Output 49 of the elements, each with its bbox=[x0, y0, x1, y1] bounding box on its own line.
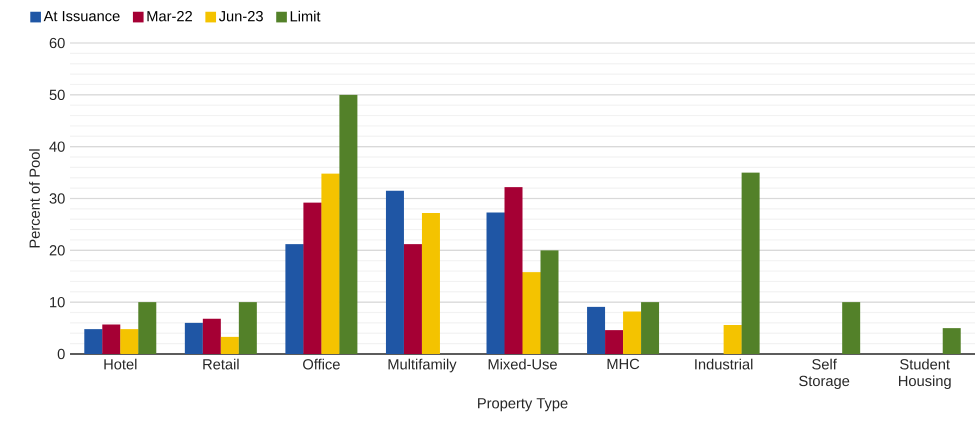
bar bbox=[842, 302, 860, 354]
x-tick-label: MHC bbox=[608, 358, 640, 370]
bar bbox=[641, 302, 660, 354]
x-tick-label: Self Storage bbox=[799, 358, 850, 390]
bar bbox=[386, 190, 404, 354]
x-tick-label: Multifamily bbox=[388, 358, 457, 372]
bar bbox=[84, 329, 102, 354]
y-tick-label: 0 bbox=[58, 348, 65, 360]
bar bbox=[285, 244, 304, 354]
bar bbox=[120, 329, 138, 354]
y-axis-title: Percent of Pool bbox=[29, 149, 40, 248]
x-axis-title: Property Type bbox=[478, 398, 568, 412]
y-tick-label: 40 bbox=[49, 141, 65, 152]
bar bbox=[138, 302, 156, 354]
x-tick-label: Student Housing bbox=[899, 358, 951, 390]
legend-label: Mar-22 bbox=[147, 10, 192, 22]
y-tick-label: 30 bbox=[50, 193, 65, 204]
x-tick-label: Office bbox=[303, 358, 340, 370]
bar bbox=[303, 202, 322, 354]
bar bbox=[540, 250, 559, 354]
bar bbox=[339, 94, 358, 354]
bar bbox=[102, 324, 120, 354]
bar bbox=[404, 244, 422, 354]
x-tick-label: Industrial bbox=[695, 358, 752, 370]
bar bbox=[522, 272, 541, 354]
legend-label: Jun-23 bbox=[218, 10, 263, 22]
bar bbox=[202, 318, 221, 354]
bar bbox=[942, 328, 961, 354]
bar bbox=[742, 172, 760, 354]
bar bbox=[605, 330, 624, 354]
y-tick-label: 10 bbox=[50, 296, 65, 308]
bar bbox=[504, 187, 523, 354]
x-tick-label: Retail bbox=[203, 358, 239, 370]
bar bbox=[321, 174, 340, 354]
bar bbox=[587, 306, 606, 354]
legend-label: Limit bbox=[290, 10, 320, 22]
x-tick-label: Hotel bbox=[104, 358, 136, 370]
bar bbox=[220, 336, 239, 354]
legend-label: At Issuance bbox=[44, 11, 120, 22]
y-tick-label: 20 bbox=[50, 245, 65, 256]
bar bbox=[486, 212, 505, 354]
bar bbox=[238, 302, 257, 354]
y-tick-label: 60 bbox=[50, 38, 65, 48]
bar bbox=[184, 322, 203, 354]
bar bbox=[724, 324, 742, 354]
bar bbox=[623, 311, 642, 354]
y-tick-label: 50 bbox=[50, 90, 65, 100]
x-tick-label: Mixed-Use bbox=[488, 358, 557, 370]
bar bbox=[422, 213, 440, 354]
